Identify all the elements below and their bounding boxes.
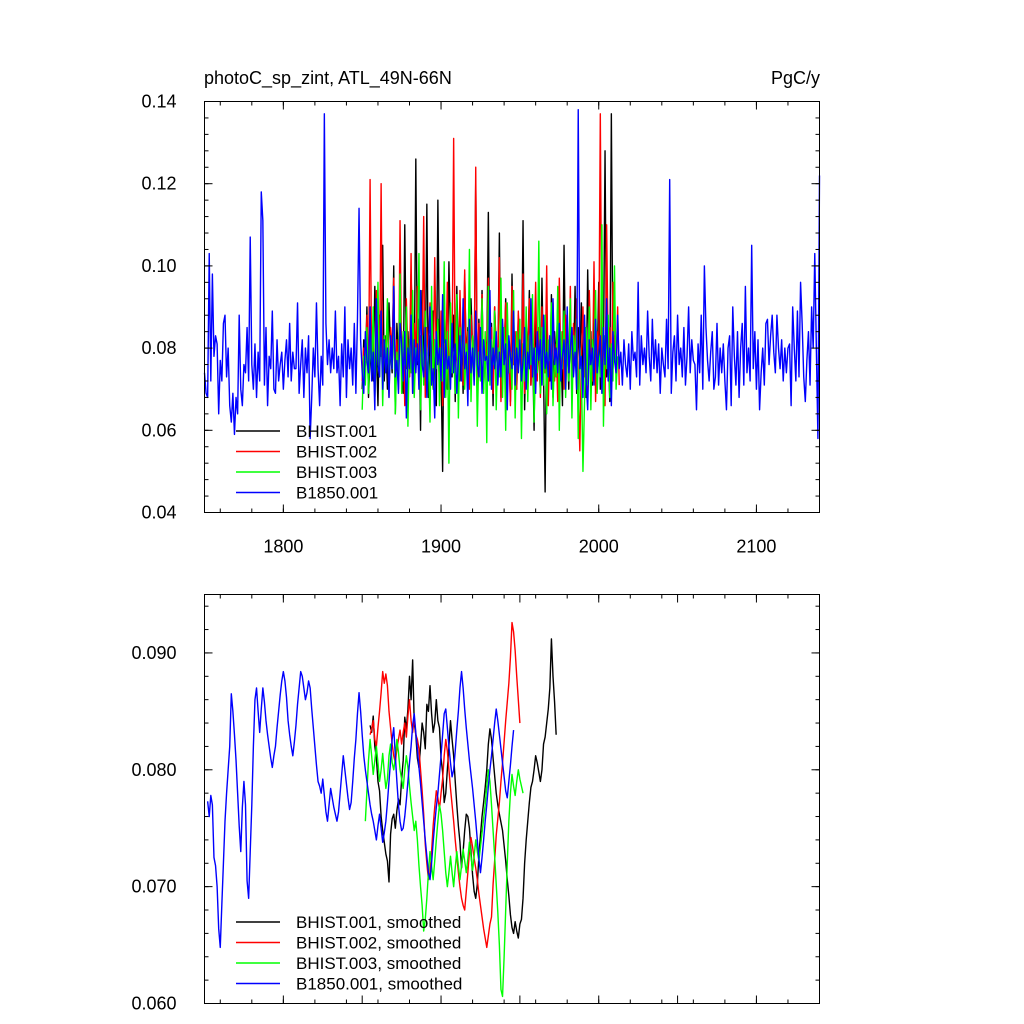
bottom-plot-frame — [204, 594, 820, 1004]
x-tick-label: 2100 — [736, 537, 776, 557]
bottom-chart: 0.060 0.070 0.080 0.090 BHIST.001, smoothed… — [131, 594, 820, 1014]
legend-label: BHIST.001, smoothed — [296, 913, 461, 932]
x-tick-label: 2000 — [579, 537, 619, 557]
legend-label: BHIST.002, smoothed — [296, 934, 461, 953]
legend-label: BHIST.003 — [296, 463, 377, 482]
top-axes: 1800 1900 2000 2100 0.04 0.06 0.08 0.10 0.12 0.14 — [141, 92, 820, 557]
y-tick-label: 0.060 — [131, 994, 176, 1014]
chart-units: PgC/y — [771, 68, 820, 88]
legend-label: BHIST.001 — [296, 422, 377, 441]
legend-label: BHIST.003, smoothed — [296, 954, 461, 973]
bottom-axes: 0.060 0.070 0.080 0.090 — [131, 594, 820, 1014]
bottom-series-layer — [206, 621, 557, 998]
series-line-b1850-001-smoothed — [206, 670, 515, 949]
y-tick-label: 0.10 — [141, 256, 176, 276]
series-line-b1850-001 — [203, 109, 821, 440]
y-tick-label: 0.08 — [141, 338, 176, 358]
y-tick-label: 0.04 — [141, 503, 176, 523]
y-tick-label: 0.070 — [131, 877, 176, 897]
y-tick-label: 0.14 — [141, 92, 176, 112]
bottom-legend: BHIST.001, smoothed BHIST.002, smoothedBH… — [236, 913, 462, 994]
top-chart: photoC_sp_zint, ATL_49N-66N PgC/y 1800 19… — [141, 68, 821, 557]
x-tick-label: 1900 — [421, 537, 461, 557]
y-tick-label: 0.090 — [131, 643, 176, 663]
y-tick-label: 0.06 — [141, 420, 176, 440]
top-plot-frame — [204, 101, 820, 513]
legend-label: B1850.001 — [296, 484, 378, 503]
chart-title: photoC_sp_zint, ATL_49N-66N — [204, 68, 452, 89]
series-line-bhist-003-smoothed — [364, 738, 524, 998]
x-tick-label: 1800 — [263, 537, 303, 557]
legend-label: BHIST.002 — [296, 443, 377, 462]
top-series-layer — [203, 109, 821, 493]
legend-label: B1850.001, smoothed — [296, 975, 462, 994]
y-tick-label: 0.080 — [131, 760, 176, 780]
y-tick-label: 0.12 — [141, 174, 176, 194]
